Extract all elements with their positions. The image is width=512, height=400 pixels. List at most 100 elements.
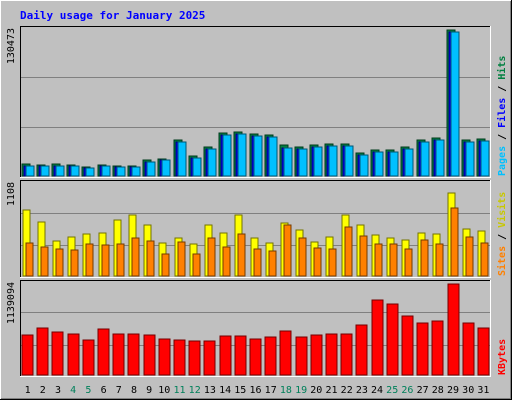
bar-sites-day-20 (313, 247, 322, 277)
bar-pages-day-9 (146, 161, 156, 177)
bar-kbytes-day-14 (219, 335, 232, 376)
x-label-day-23: 23 (356, 385, 368, 396)
bar-sites-day-31 (480, 242, 489, 277)
x-label-day-4: 4 (70, 385, 76, 396)
legend-entry-pages: Pages (497, 146, 508, 176)
x-axis-labels: 1 2 3 4 5 6 7 8 9 10 11 12 13 14 15 16 17 18 19 20 21 22 23 24 2… (25, 385, 490, 396)
bar-kbytes-day-27 (416, 322, 429, 376)
bar-sites-day-16 (253, 248, 262, 277)
bar-sites-day-8 (131, 237, 140, 277)
legend-separator: / (497, 228, 508, 246)
x-label-day-17: 17 (265, 385, 277, 396)
legend-entry-hits: Hits (496, 56, 508, 80)
bar-pages-day-24 (374, 151, 384, 177)
legend-entry-files: Files (496, 98, 508, 128)
bar-kbytes-day-26 (401, 315, 414, 376)
bar-sites-day-3 (55, 248, 64, 277)
bar-sites-day-7 (116, 243, 125, 277)
x-label-day-30: 30 (462, 385, 474, 396)
bar-sites-day-1 (25, 242, 34, 277)
bar-sites-day-19 (298, 237, 307, 277)
bar-pages-day-13 (207, 148, 217, 177)
bar-kbytes-day-16 (249, 338, 262, 376)
panel-hits-files-pages: 130473 Pages / Files / Hits (6, 26, 508, 178)
bar-sites-day-23 (359, 235, 368, 277)
x-label-day-10: 10 (158, 385, 170, 396)
bar-kbytes-day-15 (234, 335, 247, 376)
bar-sites-day-14 (222, 246, 231, 277)
bar-kbytes-day-7 (112, 333, 125, 376)
chart-title: Daily usage for January 2025 (20, 9, 205, 22)
bar-sites-day-27 (420, 239, 429, 277)
bar-sites-day-6 (101, 244, 110, 277)
bar-pages-day-3 (55, 165, 65, 177)
bar-kbytes-day-6 (97, 328, 110, 376)
bar-sites-day-10 (161, 253, 170, 277)
bar-pages-day-29 (450, 31, 460, 177)
bar-pages-day-16 (253, 135, 263, 177)
bar-pages-day-5 (85, 167, 95, 177)
bar-pages-day-20 (313, 146, 323, 177)
bar-kbytes-day-9 (143, 334, 156, 376)
bar-sites-day-25 (389, 243, 398, 277)
panel-kbytes: 1139094 KBytes (6, 280, 508, 377)
y-max-label: 1139094 (6, 282, 17, 324)
x-label-day-22: 22 (341, 385, 353, 396)
bar-sites-day-5 (85, 243, 94, 277)
x-label-day-28: 28 (432, 385, 444, 396)
bar-kbytes-day-13 (203, 340, 216, 376)
bar-pages-day-8 (131, 166, 141, 177)
x-label-day-19: 19 (295, 385, 307, 396)
legend-separator: / (497, 128, 508, 146)
bar-pages-day-25 (389, 151, 399, 177)
bar-pages-day-26 (404, 148, 414, 177)
bar-sites-day-9 (146, 240, 155, 277)
bar-pages-day-28 (435, 139, 445, 177)
bar-kbytes-day-10 (158, 338, 171, 376)
x-label-day-7: 7 (116, 385, 122, 396)
x-label-day-31: 31 (477, 385, 489, 396)
x-label-day-1: 1 (25, 385, 31, 396)
x-label-day-18: 18 (280, 385, 292, 396)
bar-pages-day-23 (359, 154, 369, 177)
bar-pages-day-4 (70, 165, 80, 177)
bar-pages-day-10 (161, 159, 171, 177)
x-label-day-24: 24 (371, 385, 383, 396)
bar-pages-day-27 (420, 141, 430, 177)
x-label-day-14: 14 (219, 385, 231, 396)
bar-pages-day-22 (344, 145, 354, 177)
bar-pages-day-21 (328, 145, 338, 177)
legend-entry-visits: Visits (496, 192, 508, 228)
bar-kbytes-day-25 (386, 303, 399, 376)
legend-kbytes: KBytes (497, 339, 508, 375)
bar-pages-day-31 (480, 140, 490, 177)
bar-sites-day-15 (237, 233, 246, 277)
x-label-day-6: 6 (101, 385, 107, 396)
bar-kbytes-day-3 (51, 331, 64, 376)
bar-kbytes-day-4 (67, 333, 80, 376)
legend-hits-files-pages: Pages / Files / Hits (496, 56, 508, 176)
bar-kbytes-day-19 (295, 336, 308, 376)
bar-sites-day-11 (177, 241, 186, 277)
bar-kbytes-day-18 (279, 330, 292, 376)
bar-pages-day-6 (101, 165, 111, 177)
bar-pages-day-14 (222, 134, 232, 177)
x-label-day-11: 11 (173, 385, 185, 396)
bar-sites-day-13 (207, 237, 216, 277)
bar-pages-day-2 (40, 165, 50, 177)
x-label-day-5: 5 (85, 385, 91, 396)
legend-entry-kbytes: KBytes (497, 339, 508, 375)
legend-entry-sites: Sites (496, 246, 508, 276)
bar-kbytes-day-17 (264, 336, 277, 376)
x-label-day-3: 3 (55, 385, 61, 396)
y-max-label: 1108 (6, 182, 17, 206)
bar-sites-day-4 (70, 249, 79, 277)
x-label-day-9: 9 (146, 385, 152, 396)
x-label-day-15: 15 (234, 385, 246, 396)
x-label-day-26: 26 (401, 385, 413, 396)
bar-kbytes-day-1 (21, 334, 34, 376)
bar-kbytes-day-31 (477, 327, 490, 376)
bar-pages-day-19 (298, 148, 308, 177)
